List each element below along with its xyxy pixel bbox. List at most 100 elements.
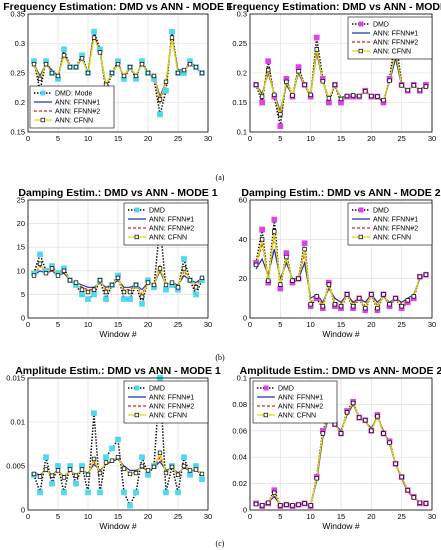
point-dmd bbox=[103, 454, 109, 461]
point-cfnn bbox=[91, 456, 97, 462]
point-dmd bbox=[91, 291, 97, 298]
point-cfnn bbox=[43, 61, 49, 67]
x-tick-label: 5 bbox=[56, 134, 60, 143]
point-cfnn bbox=[103, 289, 109, 295]
point-cfnn bbox=[308, 92, 313, 97]
x-tick-label: 15 bbox=[114, 320, 122, 329]
legend-label: ANN: FFNN#1 bbox=[373, 31, 418, 38]
point-cfnn bbox=[350, 304, 356, 309]
point-cfnn bbox=[357, 93, 362, 99]
point-cfnn bbox=[302, 501, 307, 506]
point-dmd bbox=[139, 454, 145, 461]
point-cfnn bbox=[326, 96, 332, 101]
point-dmd bbox=[91, 28, 97, 35]
legend-label: ANN: FFNN#2 bbox=[373, 40, 418, 47]
point-cfnn bbox=[115, 275, 121, 281]
point-cfnn bbox=[393, 461, 398, 466]
point-cfnn bbox=[369, 292, 374, 297]
y-tick-label: 0.01 bbox=[10, 418, 25, 427]
point-cfnn bbox=[61, 53, 67, 58]
y-tick-label: 0.15 bbox=[232, 98, 247, 107]
point-cfnn bbox=[97, 50, 103, 55]
point-cfnn bbox=[67, 64, 73, 70]
y-tick-label: 0.25 bbox=[232, 39, 247, 48]
point-dmd bbox=[199, 476, 205, 483]
point-dmd bbox=[193, 291, 199, 298]
x-tick-label: 10 bbox=[84, 320, 92, 329]
point-cfnn bbox=[375, 94, 380, 99]
point-cfnn bbox=[91, 35, 97, 40]
x-tick-label: 10 bbox=[306, 320, 314, 329]
legend-label: ANN: CFNN bbox=[278, 413, 316, 420]
point-cfnn bbox=[284, 502, 289, 507]
x-tick-label: 20 bbox=[144, 134, 152, 143]
x-tick-label: 0 bbox=[26, 134, 30, 143]
x-tick-label: 5 bbox=[278, 320, 282, 329]
y-tick-label: 10 bbox=[17, 266, 25, 275]
point-dmd bbox=[37, 251, 43, 258]
y-tick-label: 0.3 bbox=[237, 10, 247, 19]
legend-marker bbox=[134, 385, 140, 391]
y-tick-label: 40 bbox=[239, 235, 247, 244]
point-cfnn bbox=[169, 464, 175, 470]
x-tick-label: 0 bbox=[26, 320, 30, 329]
axes-frame bbox=[27, 377, 209, 511]
legend-marker bbox=[134, 412, 139, 418]
point-cfnn bbox=[381, 292, 386, 297]
y-tick-label: 0.04 bbox=[232, 453, 247, 462]
point-cfnn bbox=[417, 87, 423, 93]
legend-marker bbox=[358, 234, 363, 240]
x-tick-label: 25 bbox=[174, 320, 182, 329]
x-axis-label: Window # bbox=[99, 521, 137, 531]
point-dmd bbox=[73, 480, 79, 487]
point-cfnn bbox=[350, 400, 356, 406]
point-cfnn bbox=[332, 302, 338, 307]
point-cfnn bbox=[175, 285, 181, 290]
legend-label: ANN: FFNN#2 bbox=[373, 226, 418, 233]
y-tick-label: 0 bbox=[21, 314, 25, 323]
point-dmd bbox=[313, 34, 320, 41]
chart-title: Amplitude Estim.: DMD vs ANN- MODE 2 bbox=[240, 365, 441, 377]
point-cfnn bbox=[49, 70, 55, 76]
y-tick-label: 0.06 bbox=[232, 426, 247, 435]
legend-label: ANN: FFNN#2 bbox=[149, 404, 194, 411]
axes-frame bbox=[249, 199, 433, 319]
point-cfnn bbox=[145, 280, 151, 285]
legend-label: ANN: FFNN#2 bbox=[278, 404, 323, 411]
point-cfnn bbox=[411, 294, 416, 299]
point-cfnn bbox=[61, 268, 67, 273]
point-dmd bbox=[61, 489, 67, 496]
point-cfnn bbox=[55, 273, 61, 278]
x-tick-label: 10 bbox=[306, 134, 314, 143]
point-dmd bbox=[91, 410, 97, 417]
point-dmd bbox=[181, 256, 187, 262]
x-tick-label: 30 bbox=[204, 512, 212, 521]
legend-label: ANN: CFNN bbox=[149, 235, 187, 242]
x-tick-label: 20 bbox=[144, 512, 152, 521]
point-cfnn bbox=[181, 463, 187, 469]
x-tick-label: 30 bbox=[428, 512, 436, 521]
x-tick-label: 10 bbox=[84, 134, 92, 143]
y-tick-label: 0 bbox=[243, 506, 247, 515]
point-dmd bbox=[301, 240, 308, 247]
axes-frame bbox=[27, 13, 209, 133]
x-tick-label: 30 bbox=[204, 320, 212, 329]
point-cfnn bbox=[399, 474, 404, 480]
x-tick-label: 15 bbox=[114, 512, 122, 521]
point-cfnn bbox=[393, 296, 398, 301]
point-cfnn bbox=[193, 64, 199, 70]
x-tick-label: 0 bbox=[248, 320, 252, 329]
point-dmd bbox=[277, 123, 284, 129]
caption-a: (a) bbox=[216, 173, 225, 182]
y-tick-label: 15 bbox=[17, 243, 25, 252]
point-cfnn bbox=[127, 64, 133, 70]
point-cfnn bbox=[290, 503, 295, 508]
point-cfnn bbox=[344, 292, 350, 297]
point-cfnn bbox=[49, 473, 55, 478]
legend-label: ANN: FFNN#1 bbox=[373, 217, 418, 224]
point-dmd bbox=[175, 489, 181, 496]
point-cfnn bbox=[399, 83, 404, 88]
point-cfnn bbox=[320, 79, 325, 84]
point-dmd bbox=[43, 454, 49, 461]
